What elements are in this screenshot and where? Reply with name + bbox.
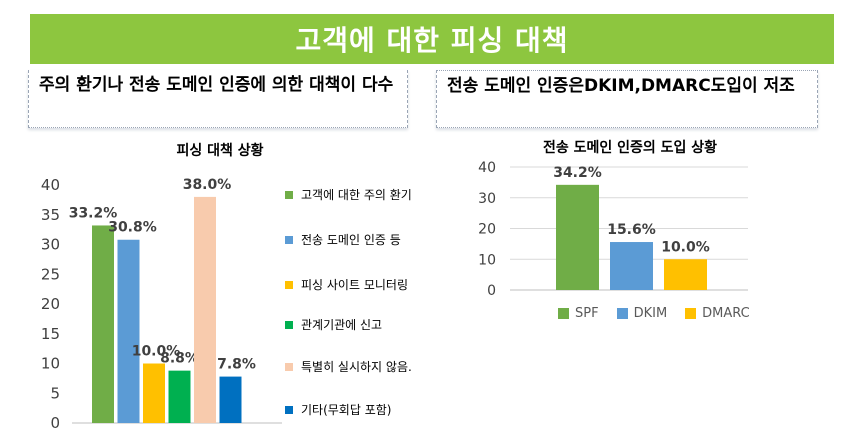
legend-label: DKIM bbox=[633, 306, 668, 321]
page-banner: 고객에 대한 피싱 대책 bbox=[30, 14, 834, 64]
left-note-box: 주의 환기나 전송 도메인 인증에 의한 대책이 다수 bbox=[28, 70, 408, 128]
legend-swatch bbox=[285, 190, 293, 199]
y-tick-label: 20 bbox=[478, 222, 496, 238]
y-tick-label: 30 bbox=[41, 236, 60, 254]
bar-0 bbox=[92, 225, 114, 423]
y-tick-label: 30 bbox=[478, 191, 496, 207]
data-label-0: 33.2% bbox=[69, 205, 118, 221]
data-label-2: 10.0% bbox=[661, 239, 710, 255]
legend-item: 전송 도메인 인증 등 bbox=[285, 231, 401, 248]
legend-label: 전송 도메인 인증 등 bbox=[301, 233, 401, 247]
legend-item: 피싱 사이트 모니터링 bbox=[285, 276, 408, 293]
legend-swatch bbox=[285, 405, 293, 414]
banner-title: 고객에 대한 피싱 대책 bbox=[295, 24, 569, 57]
bar-3 bbox=[168, 370, 191, 423]
right-note-box: 전송 도메인 인증은DKIM,DMARC도입이 저조 bbox=[436, 70, 818, 128]
y-tick-label: 15 bbox=[41, 325, 60, 343]
bar-1 bbox=[610, 242, 653, 290]
data-label-4: 38.0% bbox=[183, 177, 232, 193]
chart1-title: 피싱 대책 상황 bbox=[176, 143, 264, 159]
legend-swatch bbox=[558, 308, 569, 319]
legend-swatch bbox=[685, 308, 697, 319]
legend-swatch bbox=[285, 280, 293, 289]
bar-2 bbox=[143, 363, 165, 423]
y-tick-label: 5 bbox=[50, 384, 60, 402]
y-tick-label: 0 bbox=[487, 283, 496, 295]
legend-item: DKIM bbox=[616, 306, 668, 321]
left-note-text: 주의 환기나 전송 도메인 인증에 의한 대책이 다수 bbox=[39, 75, 394, 95]
chart2-legend: SPF DKIM DMARC bbox=[558, 306, 768, 321]
legend-label: 기타(무회답 포함) bbox=[301, 403, 392, 417]
legend-label: SPF bbox=[575, 306, 599, 321]
legend-label: 피싱 사이트 모니터링 bbox=[301, 278, 408, 292]
chart2-plot: 0 10 20 30 40 34.2% 15.6% 10.0% bbox=[478, 160, 748, 295]
data-label-5: 7.8% bbox=[217, 357, 256, 373]
legend-label: 관계기관에 신고 bbox=[301, 318, 383, 332]
legend-swatch bbox=[616, 308, 628, 319]
data-label-2: 10.0% bbox=[132, 344, 181, 360]
right-note-text: 전송 도메인 인증은DKIM,DMARC도입이 저조 bbox=[447, 76, 795, 96]
data-label-0: 34.2% bbox=[553, 165, 602, 181]
data-label-3: 8.8% bbox=[160, 351, 199, 367]
y-tick-label: 20 bbox=[41, 295, 60, 313]
bar-4 bbox=[194, 196, 216, 423]
y-tick-label: 35 bbox=[41, 206, 60, 224]
legend-item: 관계기관에 신고 bbox=[285, 316, 382, 333]
data-label-1: 30.8% bbox=[108, 220, 157, 236]
legend-swatch bbox=[285, 362, 293, 371]
legend-item: SPF bbox=[558, 306, 599, 321]
bar-0 bbox=[556, 184, 599, 290]
legend-item: 특별히 실시하지 않음. bbox=[285, 358, 412, 375]
legend-label: DMARC bbox=[702, 306, 750, 321]
data-label-1: 15.6% bbox=[607, 222, 656, 238]
chart2-title: 전송 도메인 인증의 도입 상황 bbox=[542, 140, 718, 156]
legend-swatch bbox=[285, 320, 293, 329]
bar-5 bbox=[219, 376, 242, 423]
y-tick-label: 40 bbox=[478, 160, 496, 176]
y-tick-label: 10 bbox=[478, 252, 496, 268]
legend-label: 고객에 대한 주의 환기 bbox=[301, 188, 412, 202]
legend-swatch bbox=[285, 235, 293, 244]
bar-1 bbox=[117, 239, 140, 423]
chart1-plot: 0 5 10 15 20 25 30 35 40 33.2%30.8% 10.0%8.8% 38.0%… bbox=[41, 176, 282, 432]
legend-item: DMARC bbox=[685, 306, 750, 321]
y-tick-label: 10 bbox=[41, 355, 60, 373]
bar-2 bbox=[664, 259, 707, 290]
legend-item: 기타(무회답 포함) bbox=[285, 401, 391, 418]
y-tick-label: 40 bbox=[41, 176, 60, 194]
y-tick-label: 0 bbox=[50, 414, 60, 432]
legend-label: 특별히 실시하지 않음. bbox=[301, 360, 412, 374]
y-tick-label: 25 bbox=[41, 265, 60, 283]
legend-item: 고객에 대한 주의 환기 bbox=[285, 186, 412, 203]
